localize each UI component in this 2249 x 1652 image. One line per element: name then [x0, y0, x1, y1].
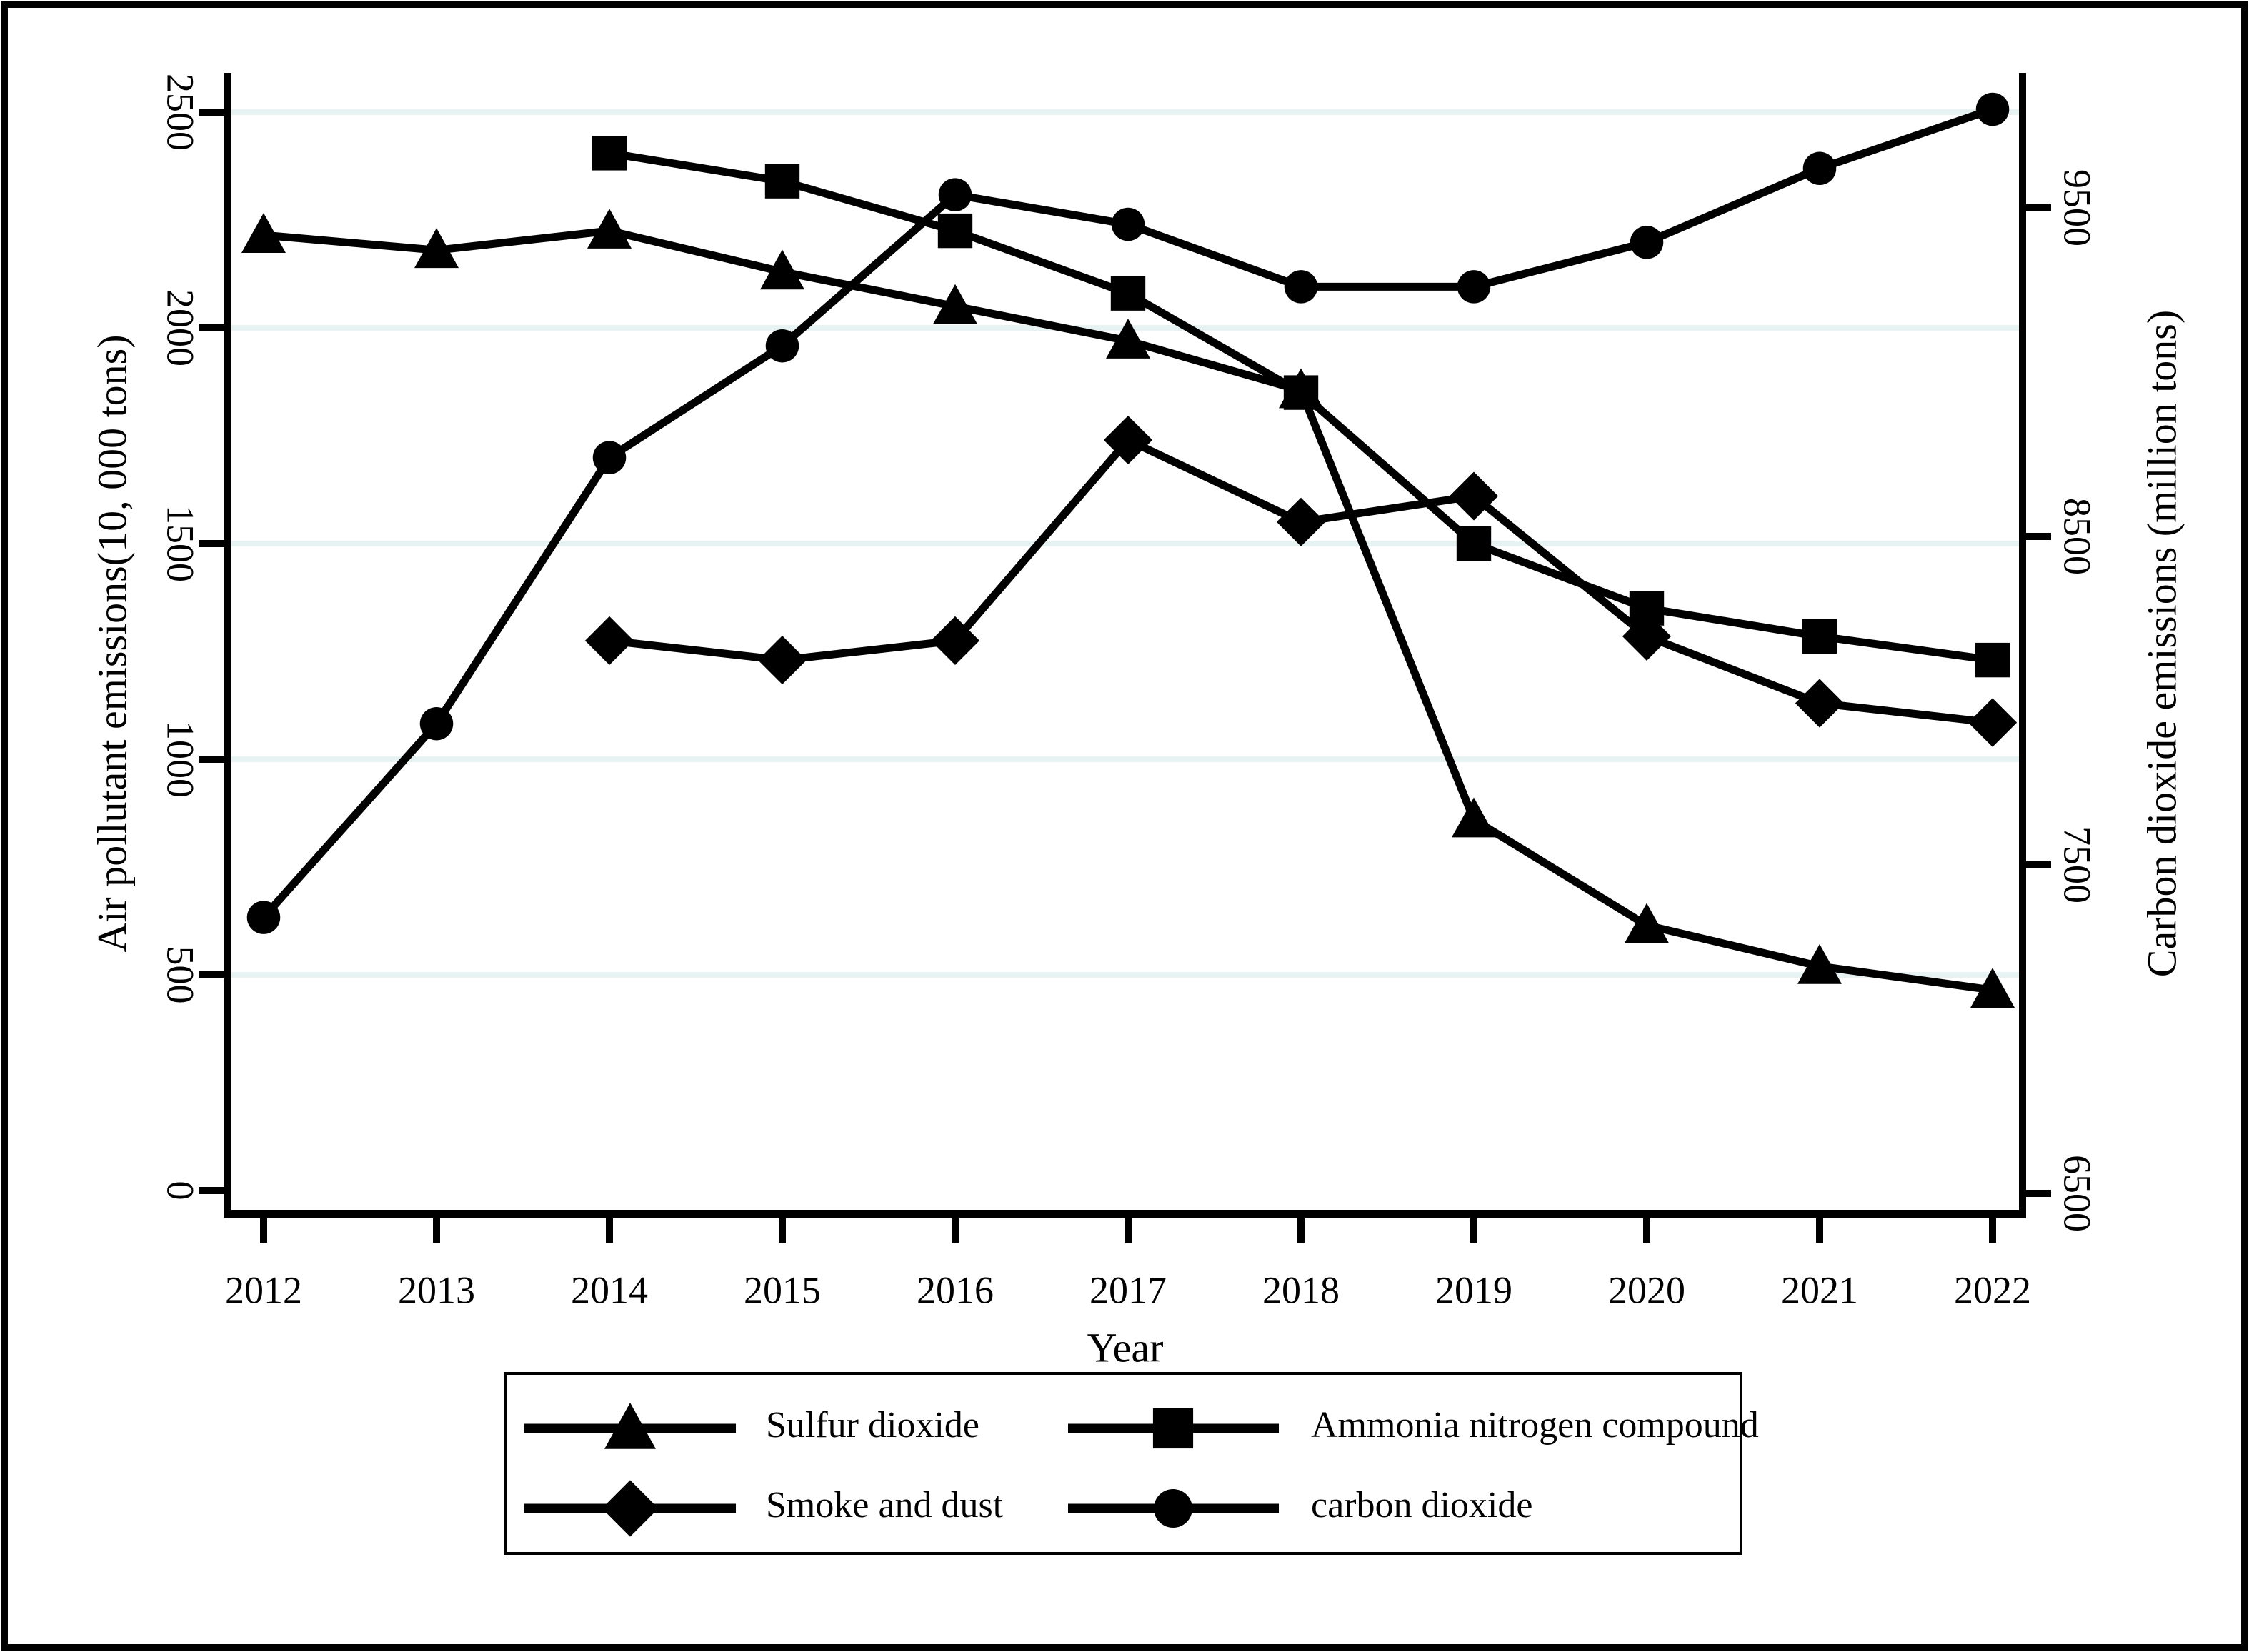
- series-marker-ammonia-nitrogen-compound: [1802, 619, 1837, 654]
- series-marker-carbon-dioxide: [1975, 92, 2010, 126]
- series-marker-smoke-and-dust: [757, 635, 807, 685]
- x-axis-tick-label: 2015: [744, 1268, 821, 1311]
- right-axis-tick-label: 7500: [2056, 826, 2099, 903]
- series-marker-carbon-dioxide: [765, 329, 799, 363]
- series-marker-smoke-and-dust: [1103, 415, 1153, 465]
- legend-square-icon: [1152, 1408, 1194, 1449]
- x-axis-tick-label: 2020: [1608, 1268, 1685, 1311]
- series-marker-sulfur-dioxide: [587, 209, 632, 249]
- x-axis-title: Year: [1087, 1324, 1164, 1371]
- left-axis-tick-label: 2000: [159, 289, 202, 366]
- series-marker-smoke-and-dust: [584, 616, 634, 665]
- x-axis-tick-label: 2013: [398, 1268, 475, 1311]
- series-marker-carbon-dioxide: [246, 901, 281, 934]
- x-axis-tick-label: 2012: [225, 1268, 302, 1311]
- x-axis-tick-label: 2021: [1781, 1268, 1858, 1311]
- series-marker-ammonia-nitrogen-compound: [1975, 642, 2010, 678]
- right-axis-tick-label: 6500: [2056, 1155, 2099, 1232]
- legend-label-smoke-and-dust: Smoke and dust: [766, 1485, 1004, 1526]
- series-marker-sulfur-dioxide: [414, 228, 459, 269]
- legend-diamond-icon: [602, 1480, 659, 1537]
- series-marker-smoke-and-dust: [1449, 471, 1499, 521]
- x-axis-tick-label: 2014: [571, 1268, 648, 1311]
- series-marker-ammonia-nitrogen-compound: [1110, 276, 1146, 311]
- series-marker-sulfur-dioxide: [1797, 943, 1842, 984]
- series-marker-smoke-and-dust: [1968, 698, 2018, 747]
- series-marker-ammonia-nitrogen-compound: [937, 213, 973, 249]
- series-marker-sulfur-dioxide: [1452, 797, 1496, 838]
- left-axis-tick-label: 0: [159, 1181, 202, 1201]
- series-marker-carbon-dioxide: [592, 441, 627, 474]
- left-axis-title: Air pollutant emissions(10, 000 tons): [89, 334, 135, 952]
- left-axis-tick-label: 1000: [159, 721, 202, 798]
- series-marker-smoke-and-dust: [1795, 679, 1845, 728]
- series-marker-sulfur-dioxide: [241, 213, 286, 253]
- series-marker-sulfur-dioxide: [760, 249, 804, 290]
- series-marker-ammonia-nitrogen-compound: [1283, 375, 1319, 410]
- series-marker-carbon-dioxide: [1457, 270, 1491, 304]
- left-axis-tick-label: 1500: [159, 505, 202, 582]
- right-axis-tick-label: 9500: [2056, 169, 2099, 246]
- series-marker-carbon-dioxide: [419, 706, 454, 741]
- series-marker-sulfur-dioxide: [1106, 319, 1150, 359]
- series-marker-carbon-dioxide: [1284, 270, 1318, 304]
- right-axis-tick-label: 8500: [2056, 498, 2099, 575]
- legend-box: [504, 1372, 1742, 1555]
- legend-triangle-icon: [604, 1403, 656, 1449]
- right-axis-title: Carbon dioxide emissions (million tons): [2138, 310, 2185, 977]
- x-axis-tick-label: 2022: [1954, 1268, 2031, 1311]
- legend-label-ammonia-nitrogen-compound: Ammonia nitrogen compound: [1311, 1405, 1759, 1446]
- series-marker-smoke-and-dust: [1622, 611, 1672, 661]
- x-axis-tick-label: 2018: [1262, 1268, 1340, 1311]
- series-marker-carbon-dioxide: [1111, 207, 1145, 241]
- series-marker-ammonia-nitrogen-compound: [764, 164, 800, 199]
- series-marker-carbon-dioxide: [938, 178, 972, 211]
- legend-label-sulfur-dioxide: Sulfur dioxide: [766, 1405, 979, 1446]
- series-marker-carbon-dioxide: [1630, 226, 1664, 259]
- series-marker-sulfur-dioxide: [1970, 968, 2015, 1008]
- x-axis-tick-label: 2019: [1435, 1268, 1512, 1311]
- series-marker-sulfur-dioxide: [1625, 903, 1669, 943]
- series-marker-carbon-dioxide: [1802, 151, 1837, 186]
- x-axis-tick-label: 2016: [917, 1268, 994, 1311]
- series-marker-ammonia-nitrogen-compound: [1456, 526, 1492, 561]
- series-marker-smoke-and-dust: [930, 616, 980, 665]
- series-marker-ammonia-nitrogen-compound: [592, 136, 627, 171]
- legend-circle-icon: [1154, 1489, 1192, 1528]
- legend-label-carbon-dioxide: carbon dioxide: [1311, 1485, 1532, 1526]
- left-axis-tick-label: 2500: [159, 74, 202, 151]
- left-axis-tick-label: 500: [159, 946, 202, 1004]
- x-axis-tick-label: 2017: [1089, 1268, 1167, 1311]
- series-marker-smoke-and-dust: [1276, 497, 1326, 546]
- series-marker-sulfur-dioxide: [933, 284, 977, 324]
